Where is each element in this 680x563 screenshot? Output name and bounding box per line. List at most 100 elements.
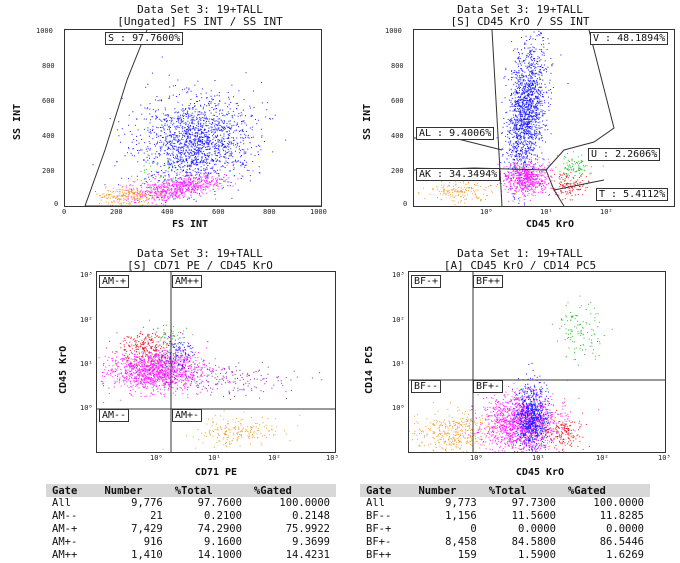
table-cell: 0.2100 [203,510,242,522]
column-header: %Gated [561,484,650,497]
y-tick: 0 [403,200,408,208]
y-axis-label: CD14 PC5 [364,345,375,394]
y-tick: 0 [54,200,59,208]
panel-cd45-ss: Data Set 3: 19+TALL [S] CD45 KrO / SS IN… [340,0,680,240]
table-row: All 9,773 97.7300 100.0000 [360,497,650,510]
gate-label-v: V : 48.1894% [590,32,669,45]
column-header: %Total [482,484,562,497]
x-tick: 10⁰ [480,208,493,216]
blue-population-points [155,333,209,372]
orange-population-points [96,180,165,206]
gate-label-am-minus-minus: AM-- [99,409,130,422]
table-cell: BF-+ [366,523,392,535]
table-row: BF+- 8,458 84.5800 86.5446 [360,536,650,549]
magenta-population-points [97,340,229,414]
table-cell: AM-- [52,510,78,522]
table-cell: 97.7300 [511,497,556,509]
plot-area[interactable]: BF-+ BF++ BF-- BF+- [408,271,666,453]
table-row: AM-- 21 0.2100 0.2148 [46,510,336,523]
column-header: Gate [46,484,99,497]
plot-area[interactable]: S : 97.7600% [64,29,322,207]
table-cell: 21 [150,510,163,522]
x-axis-label: FS INT [171,219,209,230]
x-tick: 0 [62,208,67,216]
y-tick: 1000 [385,27,402,35]
y-tick: 10³ [80,271,93,279]
table-cell: 1.6269 [606,549,644,561]
table-row: AM-+ 7,429 74.2900 75.9922 [46,523,336,536]
y-tick: 10⁰ [392,404,405,412]
panel-title-line2: [S] CD71 PE / CD45 KrO [127,259,273,272]
table-cell: 86.5446 [599,536,644,548]
gate-label-s: S : 97.7600% [105,32,184,45]
x-tick: 400 [161,208,174,216]
panel-title-line1: Data Set 3: 19+TALL [457,3,583,16]
magenta-population-points [489,150,560,202]
magenta-population-points [94,164,254,206]
x-tick: 800 [263,208,276,216]
table-cell: BF++ [366,549,392,561]
table-row: BF-- 1,156 11.5600 11.8285 [360,510,650,523]
panel-title-line2: [Ungated] FS INT / SS INT [117,15,283,28]
plot-area[interactable]: V : 48.1894% AL : 9.4006% U : 2.2606% AK… [413,29,675,207]
table-cell: BF-- [366,510,392,522]
gate-label-bf-plus-plus: BF++ [473,275,504,288]
table-header-row: Gate Number %Total %Gated [360,484,650,497]
x-tick: 1000 [310,208,327,216]
table-cell: 9,773 [445,497,477,509]
x-tick: 10² [268,454,281,462]
panel-cd71-cd45: Data Set 3: 19+TALL [S] CD71 PE / CD45 K… [0,244,340,484]
column-header: Gate [360,484,413,497]
panel-title-line1: Data Set 1: 19+TALL [457,247,583,260]
gate-label-am-plus-minus: AM+- [172,409,203,422]
y-tick: 800 [42,62,55,70]
x-tick: 200 [110,208,123,216]
plot-area[interactable]: AM-+ AM++ AM-- AM+- [96,271,336,453]
table-cell: 0.2148 [292,510,330,522]
scatter-plot [414,30,615,206]
y-axis-label: SS INT [362,103,373,140]
gate-stats-table-right: Gate Number %Total %Gated All 9,773 97.730… [360,484,650,562]
gate-boundary [545,30,615,171]
table-cell: 97.7600 [197,497,242,509]
gate-stats-table-left: Gate Number %Total %Gated All 9,776 97.760… [46,484,336,562]
column-header: %Total [168,484,248,497]
orange-population-points [409,401,522,452]
table-cell: 1,410 [131,549,163,561]
y-tick: 10³ [392,271,405,279]
table-cell: 11.8285 [599,510,644,522]
table-cell: 14.1000 [197,549,242,561]
table-cell: AM++ [52,549,78,561]
red-population-points [533,409,590,452]
scatter-plot [97,272,335,452]
y-tick: 600 [42,97,55,105]
table-cell: 8,458 [445,536,477,548]
table-cell: 9.1600 [203,536,242,548]
gate-label-am-minus-plus: AM-+ [99,275,130,288]
y-axis-label: SS INT [12,103,23,140]
panel-title-line1: Data Set 3: 19+TALL [137,247,263,260]
panel-cd45-cd14: Data Set 1: 19+TALL [A] CD45 KrO / CD14 … [340,244,680,484]
table-cell: 11.5600 [511,510,556,522]
purple-population-points [102,353,323,400]
table-cell: 9,776 [131,497,163,509]
x-tick: 10¹ [208,454,221,462]
table-cell: 1.5900 [517,549,556,561]
gate-boundary [491,30,503,206]
table-cell: BF+- [366,536,392,548]
table-row: AM++ 1,410 14.1000 14.4231 [46,549,336,562]
panel-title-line2: [A] CD45 KrO / CD14 PC5 [443,259,597,272]
gate-label-bf-plus-minus: BF+- [473,380,504,393]
table-row: All 9,776 97.7600 100.0000 [46,497,336,510]
x-axis-label: CD45 KrO [525,219,575,230]
gate-label-ak: AK : 34.3494% [416,168,501,181]
x-tick: 10³ [658,454,671,462]
gate-label-al: AL : 9.4006% [416,127,495,140]
table-row: BF++ 159 1.5900 1.6269 [360,549,650,562]
x-tick: 10⁰ [470,454,483,462]
table-cell: 1,156 [445,510,477,522]
x-axis-label: CD45 KrO [515,467,565,478]
scatter-plot [409,272,665,452]
table-cell: 916 [143,536,163,548]
y-tick: 400 [42,132,55,140]
